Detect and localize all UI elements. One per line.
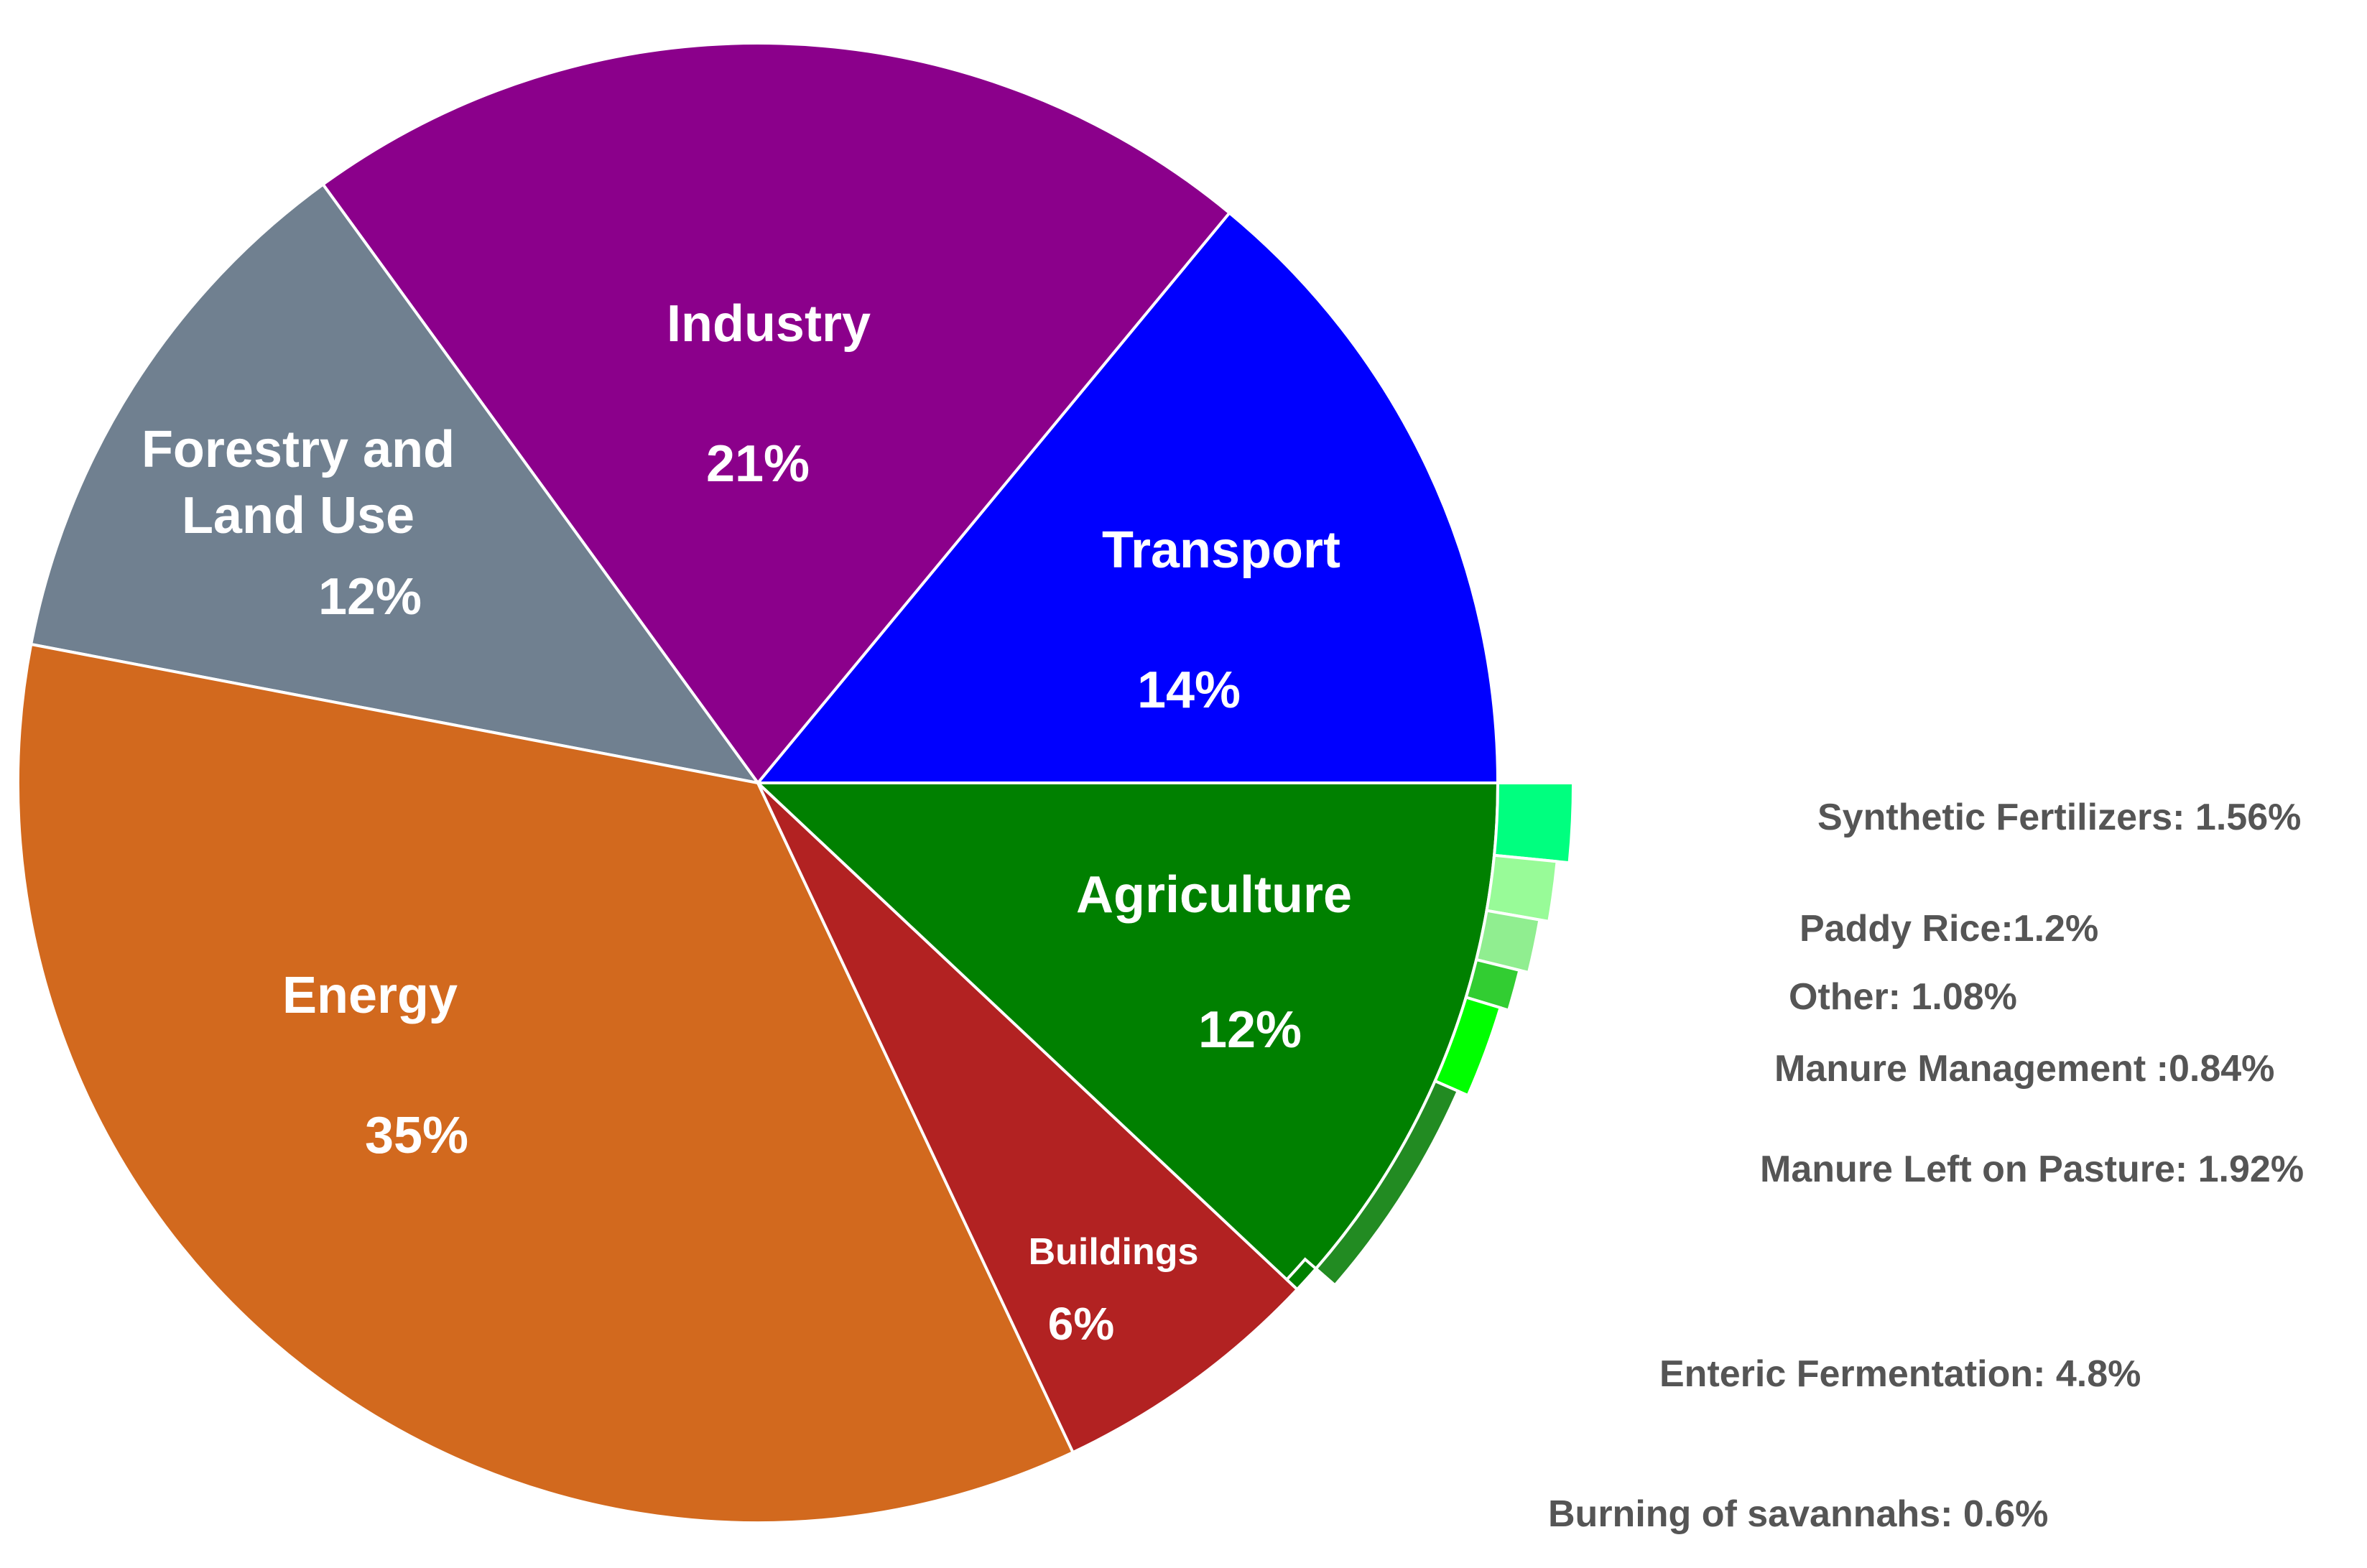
breakdown-label-paddy-rice: Paddy Rice:1.2%	[1799, 908, 2098, 950]
breakdown-label-manure-left-on-pasture: Manure Left on Pasture: 1.92%	[1760, 1149, 2304, 1190]
pie-slice-energy	[16, 642, 1075, 1525]
breakdown-slice-paddy-rice	[1485, 853, 1559, 924]
main-labels: Transport 14% Industry 21% Forestry and Land …	[142, 295, 1352, 1350]
breakdown-label-burning-of-savannahs: Burning of savannahs: 0.6%	[1548, 1493, 2048, 1535]
breakdown-slice-manure-left-on-pasture	[1433, 996, 1503, 1098]
sub-labels: Synthetic Fertilizers: 1.56% Paddy Rice:1…	[1548, 797, 2304, 1535]
slice-label-transport: Transport	[1102, 521, 1340, 579]
breakdown-slice-other	[1474, 909, 1542, 975]
slice-value-industry: 21%	[706, 435, 810, 493]
slice-value-transport: 14%	[1137, 662, 1241, 719]
breakdown-label-enteric-fermentation: Enteric Fermentation: 4.8%	[1659, 1353, 2141, 1395]
pie-slice-buildings	[756, 781, 1300, 1455]
slice-value-agriculture: 12%	[1198, 1001, 1302, 1059]
pie-slice-transport	[754, 210, 1500, 784]
breakdown-label-other: Other: 1.08%	[1789, 976, 2017, 1018]
slice-label-buildings: Buildings	[1029, 1231, 1199, 1273]
breakdown-slice-manure-management	[1464, 957, 1521, 1012]
main-slices	[16, 42, 1500, 1525]
breakdown-slice-enteric-fermentation	[1314, 1079, 1460, 1288]
breakdown-slice-burning-of-savannahs	[1284, 1257, 1318, 1291]
slice-label-industry: Industry	[667, 295, 871, 353]
pie-slice-industry	[320, 42, 1232, 786]
slice-value-forestry-and-land-use: 12%	[318, 568, 422, 626]
slice-label-energy: Energy	[282, 967, 458, 1024]
breakdown-label-synthetic-fertilizers: Synthetic Fertilizers: 1.56%	[1817, 797, 2301, 838]
slice-value-energy: 35%	[365, 1107, 468, 1164]
pie-slice-forestry-and-land-use	[29, 182, 761, 785]
slice-label-forestry-and-land-use: Forestry and Land Use	[142, 421, 455, 544]
breakdown-label-manure-management: Manure Management :0.84%	[1774, 1048, 2274, 1090]
sub-slices	[1284, 781, 1575, 1291]
slice-label-agriculture: Agriculture	[1076, 866, 1352, 924]
slice-value-buildings: 6%	[1048, 1298, 1115, 1350]
breakdown-slice-synthetic-fertilizers	[1492, 781, 1575, 865]
